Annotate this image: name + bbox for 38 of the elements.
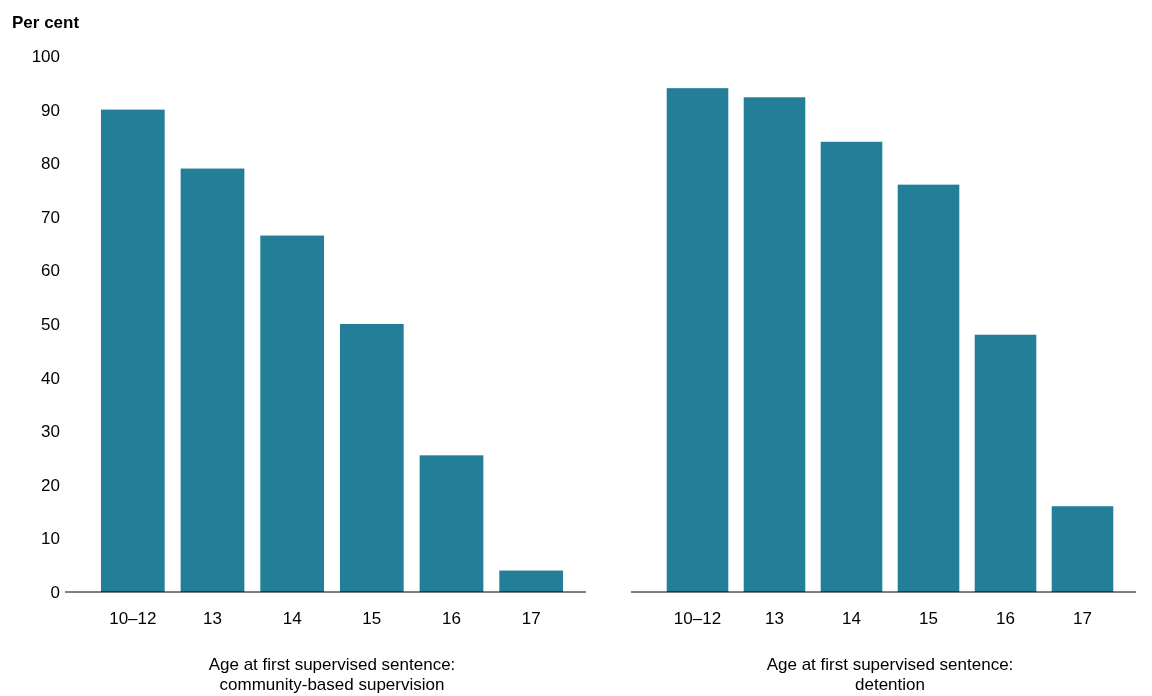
x-tick-label: 10–12 xyxy=(109,609,157,628)
bar xyxy=(419,455,484,592)
bar xyxy=(820,141,883,592)
y-tick-label: 30 xyxy=(41,422,60,442)
x-tick-label: 13 xyxy=(203,609,222,628)
x-tick-label: 14 xyxy=(842,609,861,628)
y-tick-label: 70 xyxy=(41,207,60,227)
bar xyxy=(100,109,165,592)
x-axis-title: Age at first supervised sentence: detention xyxy=(766,655,1014,694)
y-tick-label: 10 xyxy=(41,529,60,549)
x-tick-label: 14 xyxy=(282,609,302,628)
x-tick-label: 17 xyxy=(1073,609,1092,628)
y-tick-label: 60 xyxy=(41,261,60,281)
bar xyxy=(180,168,245,592)
bar xyxy=(974,334,1037,592)
x-tick-label: 10–12 xyxy=(673,609,722,628)
x-tick-label: 13 xyxy=(765,609,784,628)
x-tick-label: 15 xyxy=(919,609,938,628)
y-tick-label: 50 xyxy=(41,314,60,334)
bar xyxy=(897,184,960,592)
y-tick-label: 80 xyxy=(41,154,60,174)
bar xyxy=(743,97,806,592)
bar xyxy=(666,88,729,592)
y-tick-label: 100 xyxy=(31,46,60,66)
y-tick-label: 20 xyxy=(41,475,60,495)
bar xyxy=(499,570,564,592)
x-tick-label: 17 xyxy=(521,609,541,628)
x-tick-label: 16 xyxy=(996,609,1015,628)
x-tick-label: 15 xyxy=(362,609,382,628)
y-tick-label: 0 xyxy=(50,582,60,602)
bar xyxy=(260,235,325,592)
y-tick-label: 90 xyxy=(41,100,60,120)
bar xyxy=(1051,506,1114,592)
y-tick-label: 40 xyxy=(41,368,60,388)
bar xyxy=(339,324,404,592)
y-axis-title: Per cent xyxy=(12,13,80,32)
x-tick-label: 16 xyxy=(442,609,461,628)
x-axis-title: Age at first supervised sentence: community-based supervision xyxy=(208,655,456,694)
